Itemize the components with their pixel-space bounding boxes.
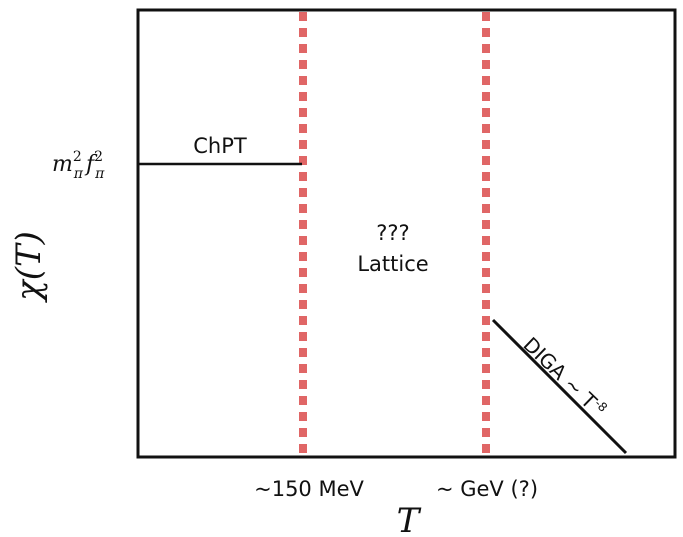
x-tick-150mev: ~150 MeV [254, 477, 364, 501]
chpt-label: ChPT [193, 134, 247, 158]
x-axis-title: T [397, 501, 422, 537]
diga-line [491, 318, 628, 455]
lattice-label: Lattice [357, 252, 428, 276]
y-tick-f-sub: π [94, 166, 105, 182]
diga-label: DIGA ~ T-8 [519, 332, 611, 422]
plot-frame [136, 8, 677, 459]
y-tick-label: m2 π f2 π [52, 149, 105, 182]
y-tick-m-sup: 2 [73, 149, 82, 165]
x-tick-gev: ~ GeV (?) [436, 477, 538, 501]
diga-label-text: DIGA ~ T [519, 332, 603, 414]
y-tick-m: m [52, 152, 73, 177]
y-tick-m-sub: π [73, 166, 84, 182]
y-axis-title: χ(T) [9, 231, 49, 303]
lattice-question-marks: ??? [376, 221, 409, 245]
y-tick-f-sup: 2 [94, 149, 103, 165]
diga-label-group: DIGA ~ T-8 [519, 332, 611, 422]
